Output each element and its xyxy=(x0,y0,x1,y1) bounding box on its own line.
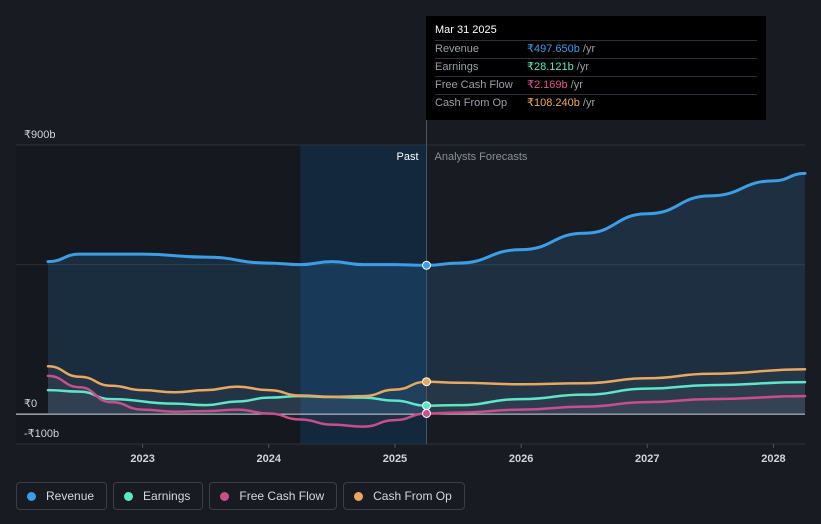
legend: Revenue Earnings Free Cash Flow Cash Fro… xyxy=(16,482,465,510)
y-tick-label: ₹900b xyxy=(24,129,55,141)
tooltip: Mar 31 2025 Revenue ₹497.650b /yr Earnin… xyxy=(426,16,766,120)
tooltip-row-earnings: Earnings ₹28.121b /yr xyxy=(435,58,757,76)
legend-dot-icon xyxy=(220,491,230,501)
tooltip-value: ₹2.169b xyxy=(527,79,568,91)
area-free-cash-flow xyxy=(48,375,805,427)
tooltip-value: ₹497.650b xyxy=(527,43,580,55)
y-tick-label: ₹0 xyxy=(24,398,37,410)
legend-dot-icon xyxy=(27,491,36,501)
tooltip-date: Mar 31 2025 xyxy=(435,24,497,36)
marker-revenue xyxy=(422,260,431,270)
legend-dot-icon xyxy=(354,491,364,501)
tooltip-row-free-cash-flow: Free Cash Flow ₹2.169b /yr xyxy=(435,76,757,94)
legend-item-revenue[interactable]: Revenue xyxy=(16,482,108,510)
x-tick-label: 2027 xyxy=(635,453,659,465)
tooltip-row-cash-from-op: Cash From Op ₹108.240b /yr xyxy=(435,94,757,112)
legend-label: Free Cash Flow xyxy=(239,489,325,503)
x-axis-ticks: 2023 2024 2025 2026 2027 2028 xyxy=(130,444,786,465)
past-label: Past xyxy=(396,151,418,163)
tooltip-row-revenue: Revenue ₹497.650b /yr xyxy=(435,40,757,58)
y-tick-label: -₹100b xyxy=(24,428,59,440)
tooltip-unit: /yr xyxy=(570,79,583,91)
tooltip-label: Revenue xyxy=(435,43,480,55)
x-tick-label: 2025 xyxy=(383,453,407,465)
marker-free-cash-flow xyxy=(422,408,431,418)
tooltip-label: Cash From Op xyxy=(435,97,508,109)
x-tick-label: 2028 xyxy=(761,453,785,465)
area-earnings xyxy=(48,382,805,415)
line-earnings xyxy=(46,380,807,407)
gridlines xyxy=(16,144,805,445)
x-tick-label: 2024 xyxy=(257,453,282,465)
highlight-band xyxy=(300,145,427,444)
tooltip-label: Earnings xyxy=(435,61,479,73)
x-tick-label: 2023 xyxy=(130,453,154,465)
tooltip-unit: /yr xyxy=(582,97,596,109)
y-axis-ticks: ₹900b ₹0 -₹100b xyxy=(24,129,59,440)
past-region-bg xyxy=(16,145,301,444)
tooltip-value: ₹28.121b xyxy=(527,61,574,73)
series-lines xyxy=(46,171,807,428)
line-free-cash-flow xyxy=(46,374,807,428)
x-tick-label: 2026 xyxy=(509,453,533,465)
legend-item-earnings[interactable]: Earnings xyxy=(113,482,204,510)
series-markers xyxy=(422,260,431,418)
forecast-label: Analysts Forecasts xyxy=(435,151,528,163)
legend-label: Cash From Op xyxy=(373,489,452,503)
legend-label: Revenue xyxy=(46,489,95,503)
legend-item-cash-from-op[interactable]: Cash From Op xyxy=(343,482,465,510)
legend-item-free-cash-flow[interactable]: Free Cash Flow xyxy=(209,482,338,510)
tooltip-unit: /yr xyxy=(582,43,596,55)
tooltip-value: ₹108.240b xyxy=(527,97,580,109)
legend-label: Earnings xyxy=(143,489,191,503)
marker-earnings xyxy=(422,401,431,411)
marker-cash-from-op xyxy=(422,377,431,387)
tooltip-unit: /yr xyxy=(576,61,589,73)
line-cash-from-op xyxy=(46,365,807,399)
tooltip-label: Free Cash Flow xyxy=(435,79,513,91)
legend-dot-icon xyxy=(124,491,134,501)
line-revenue xyxy=(46,171,807,267)
